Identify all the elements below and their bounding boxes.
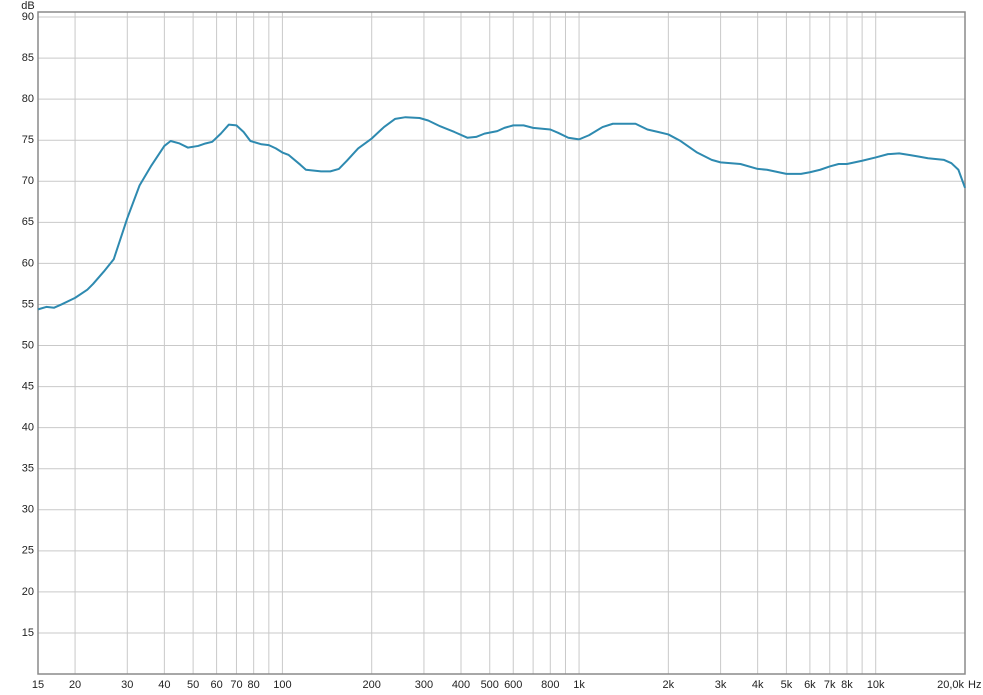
x-tick-label: 20 — [69, 679, 81, 691]
y-tick-label: 90 — [22, 11, 34, 23]
y-tick-label: 85 — [22, 52, 34, 64]
x-tick-label: 800 — [541, 679, 559, 691]
x-tick-label: 500 — [481, 679, 499, 691]
x-tick-label: 40 — [158, 679, 170, 691]
y-tick-label: 15 — [22, 627, 34, 639]
x-tick-label: 5k — [781, 679, 793, 691]
y-tick-label: 80 — [22, 93, 34, 105]
x-tick-label: 600 — [504, 679, 522, 691]
y-tick-label: 50 — [22, 339, 34, 351]
x-tick-label: 2k — [663, 679, 675, 691]
x-tick-label: 50 — [187, 679, 199, 691]
y-tick-label: 30 — [22, 504, 34, 516]
y-tick-label: 35 — [22, 463, 34, 475]
y-tick-label: 60 — [22, 257, 34, 269]
x-tick-label: 1k — [573, 679, 585, 691]
x-tick-label: 400 — [452, 679, 470, 691]
x-tick-label: 4k — [752, 679, 764, 691]
x-tick-label: 80 — [248, 679, 260, 691]
y-tick-label: 40 — [22, 422, 34, 434]
x-axis-label: Hz — [968, 679, 981, 691]
x-tick-label: 15 — [32, 679, 44, 691]
x-tick-label: 200 — [363, 679, 381, 691]
x-tick-label: 3k — [715, 679, 727, 691]
x-tick-label: 6k — [804, 679, 816, 691]
y-tick-label: 75 — [22, 134, 34, 146]
x-tick-label: 7k — [824, 679, 836, 691]
y-tick-label: 65 — [22, 216, 34, 228]
y-tick-label: 70 — [22, 175, 34, 187]
x-tick-label: 8k — [841, 679, 853, 691]
grid — [37, 12, 966, 674]
x-tick-label: 100 — [273, 679, 291, 691]
y-tick-label: 20 — [22, 586, 34, 598]
x-tick-label: 30 — [121, 679, 133, 691]
y-axis-label: dB — [21, 0, 34, 12]
x-tick-label: 70 — [230, 679, 242, 691]
y-tick-label: 45 — [22, 380, 34, 392]
x-tick-label: 60 — [210, 679, 222, 691]
plot-frame — [37, 11, 966, 675]
y-tick-label: 55 — [22, 298, 34, 310]
x-tick-label: 10k — [867, 679, 885, 691]
response-line — [37, 116, 966, 311]
y-tick-label: 25 — [22, 545, 34, 557]
x-tick-label: 20,0k — [937, 679, 964, 691]
x-tick-label: 300 — [415, 679, 433, 691]
